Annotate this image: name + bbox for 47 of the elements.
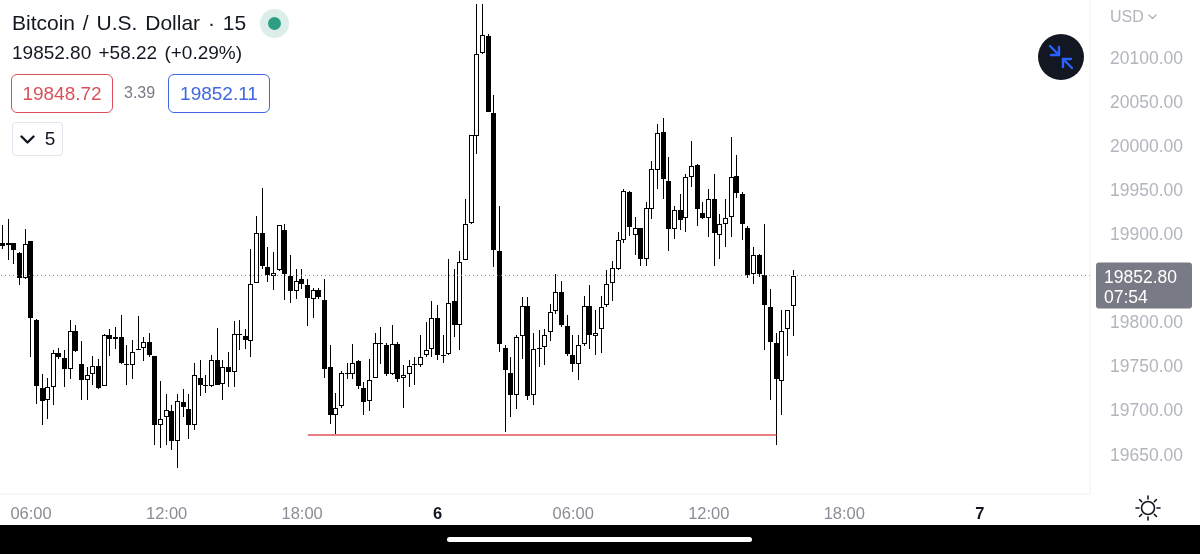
text: Bitcoin / U.S. Dollar · 15 xyxy=(12,11,247,35)
x-tick-label: 6 xyxy=(433,504,443,523)
dropdown-button: 5 xyxy=(12,122,63,156)
price-button: 19848.72 xyxy=(11,74,113,113)
annotation: 5 xyxy=(44,128,56,150)
x-tick-label: 06:00 xyxy=(10,504,52,523)
annotation: 3.39 xyxy=(124,84,156,102)
candlestick xyxy=(136,315,141,350)
candlestick xyxy=(762,223,767,351)
candlestick xyxy=(740,191,745,241)
ref-line-label: 19852.80 xyxy=(1104,266,1178,287)
x-tick-label: 18:00 xyxy=(823,504,865,523)
x-tick-label: 06:00 xyxy=(552,504,594,523)
y-tick-label: 19800.00 xyxy=(1110,312,1184,333)
candlestick xyxy=(723,198,728,248)
candlestick xyxy=(497,205,502,353)
y-axis-title: USD xyxy=(1110,8,1144,26)
candlestick xyxy=(768,288,773,401)
candlestick xyxy=(542,328,547,366)
candlestick xyxy=(785,310,790,357)
y-tick-label: 19750.00 xyxy=(1110,356,1184,377)
y-tick-label: 19950.00 xyxy=(1110,179,1184,200)
y-tick-label: 19900.00 xyxy=(1110,224,1184,245)
candlestick xyxy=(34,320,39,405)
candlestick xyxy=(604,269,609,308)
y-tick-label: 19650.00 xyxy=(1110,444,1184,465)
candlestick xyxy=(565,314,570,357)
y-tick-label: 20050.00 xyxy=(1110,91,1184,112)
candlestick xyxy=(537,329,542,368)
price-button: 19852.11 xyxy=(168,74,270,113)
candlestick xyxy=(548,303,553,342)
x-tick-label: 12:00 xyxy=(145,504,188,523)
x-tick-label: 12:00 xyxy=(688,504,730,523)
x-tick-label: 7 xyxy=(975,504,985,523)
candlestick xyxy=(463,198,468,260)
y-tick-label: 20100.00 xyxy=(1110,47,1184,68)
candlestick xyxy=(424,321,429,358)
candlestick xyxy=(441,334,446,364)
candlestick xyxy=(503,344,508,433)
candlestick xyxy=(491,94,496,268)
text: 19852.80 +58.22 (+0.29%) xyxy=(12,42,243,64)
x-tick-label: 18:00 xyxy=(281,504,323,523)
candlestick xyxy=(599,295,604,354)
y-tick-label: 19700.00 xyxy=(1110,400,1184,421)
y-tick-label: 20000.00 xyxy=(1110,135,1184,156)
text: 07:54 xyxy=(1104,286,1149,307)
candlestick xyxy=(407,359,412,388)
